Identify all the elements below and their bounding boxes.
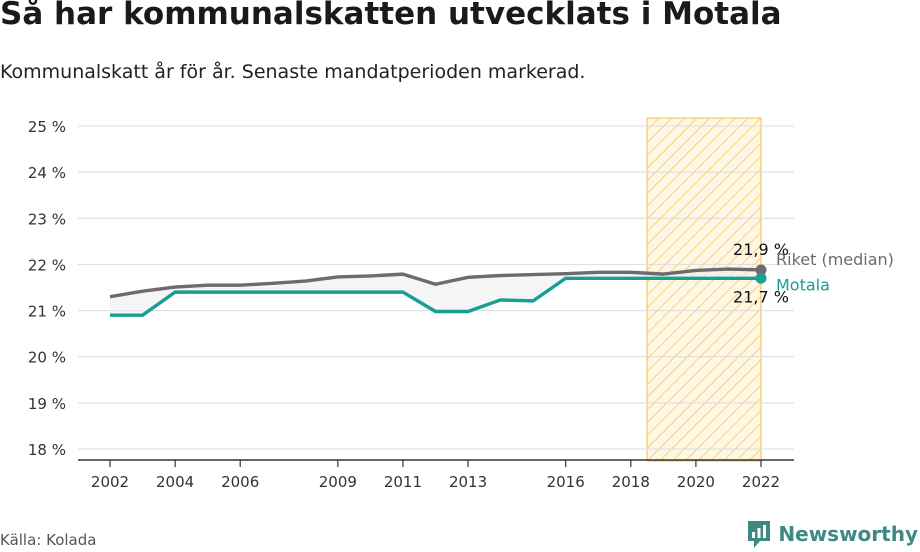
- y-tick-label: 19 %: [28, 395, 66, 413]
- x-tick-label: 2018: [612, 473, 650, 491]
- x-tick-label: 2011: [384, 473, 422, 491]
- x-tick-label: 2022: [742, 473, 780, 491]
- end-point-riket: [755, 264, 767, 276]
- x-tick-label: 2020: [677, 473, 715, 491]
- chart-title: Så har kommunalskatten utvecklats i Mota…: [0, 0, 782, 32]
- x-tick-label: 2004: [156, 473, 194, 491]
- y-tick-label: 20 %: [28, 349, 66, 367]
- x-tick-label: 2016: [547, 473, 585, 491]
- highlight-period: [646, 117, 762, 462]
- chart-subtitle: Kommunalskatt år för år. Senaste mandatp…: [0, 61, 586, 83]
- value-label-motala: 21,7 %: [733, 287, 789, 306]
- series-label-motala: Motala: [776, 275, 830, 294]
- brand-name: Newsworthy: [778, 522, 918, 546]
- series-line-riket: [109, 267, 762, 299]
- x-tick-label: 2013: [449, 473, 487, 491]
- y-tick-label: 18 %: [28, 441, 66, 459]
- series-line-motala: [110, 276, 761, 317]
- x-tick-label: 2002: [91, 473, 129, 491]
- y-tick-label: 22 %: [28, 256, 66, 274]
- y-tick-label: 24 %: [28, 164, 66, 182]
- end-point-motala: [755, 272, 767, 284]
- x-tick-label: 2009: [319, 473, 357, 491]
- source-note: Källa: Kolada: [0, 531, 97, 549]
- newsworthy-logo-icon: [748, 521, 771, 548]
- difference-area: [110, 269, 761, 316]
- series-label-riket: Riket (median): [776, 250, 894, 269]
- x-tick-label: 2006: [221, 473, 259, 491]
- brand-logo: Newsworthy: [746, 518, 918, 550]
- y-tick-label: 23 %: [28, 210, 66, 228]
- value-label-riket: 21,9 %: [733, 240, 789, 259]
- y-tick-label: 21 %: [28, 303, 66, 321]
- y-tick-label: 25 %: [28, 118, 66, 136]
